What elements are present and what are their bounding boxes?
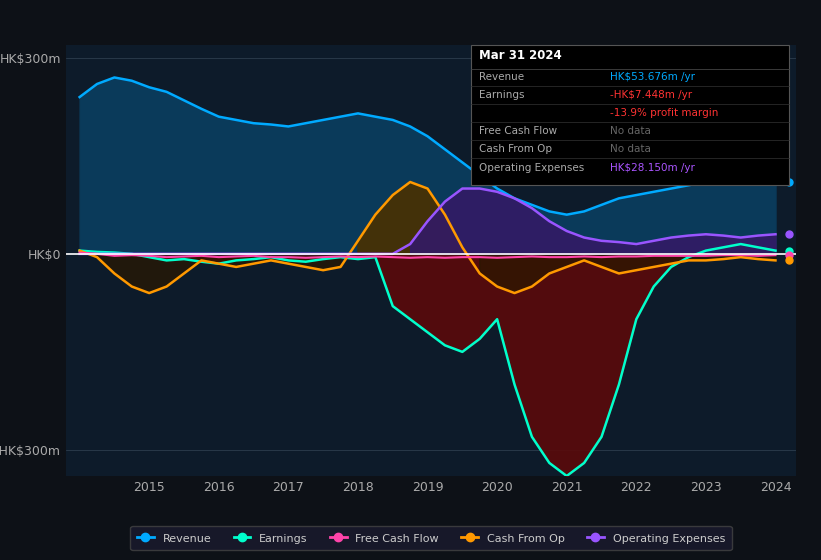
Text: Earnings: Earnings bbox=[479, 90, 524, 100]
Text: -13.9% profit margin: -13.9% profit margin bbox=[610, 108, 718, 118]
Text: Free Cash Flow: Free Cash Flow bbox=[479, 127, 557, 136]
Text: No data: No data bbox=[610, 144, 651, 155]
Text: No data: No data bbox=[610, 127, 651, 136]
Text: Operating Expenses: Operating Expenses bbox=[479, 162, 584, 172]
Legend: Revenue, Earnings, Free Cash Flow, Cash From Op, Operating Expenses: Revenue, Earnings, Free Cash Flow, Cash … bbox=[131, 526, 732, 550]
Text: Mar 31 2024: Mar 31 2024 bbox=[479, 49, 562, 62]
Text: Revenue: Revenue bbox=[479, 72, 524, 82]
FancyBboxPatch shape bbox=[471, 45, 789, 185]
Text: -HK$7.448m /yr: -HK$7.448m /yr bbox=[610, 90, 692, 100]
Text: HK$28.150m /yr: HK$28.150m /yr bbox=[610, 162, 695, 172]
Text: HK$53.676m /yr: HK$53.676m /yr bbox=[610, 72, 695, 82]
Text: Cash From Op: Cash From Op bbox=[479, 144, 552, 155]
